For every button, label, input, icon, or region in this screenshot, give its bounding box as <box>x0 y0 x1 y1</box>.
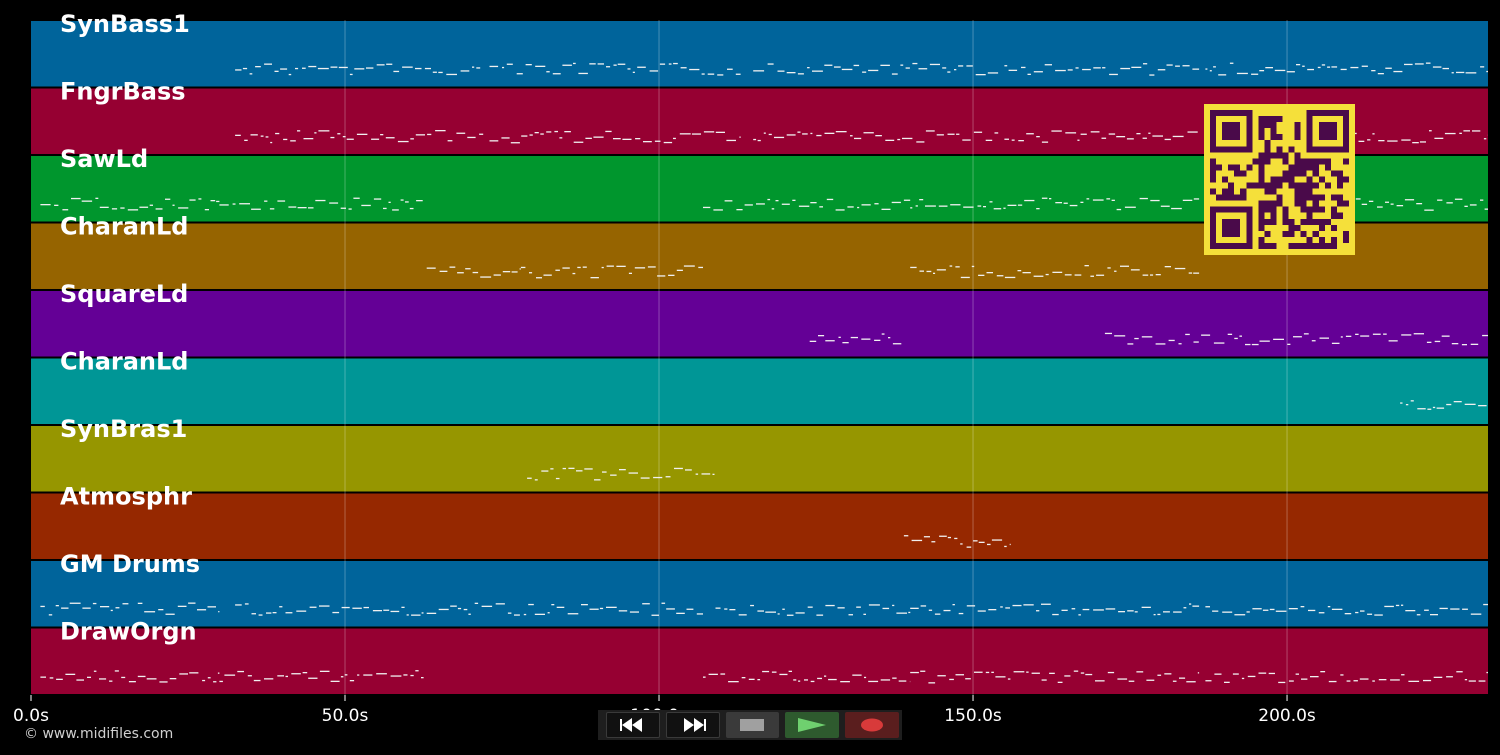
note-segment <box>489 62 741 76</box>
note-segment <box>235 130 484 144</box>
note-segment <box>520 265 703 279</box>
note-segment <box>910 603 1200 616</box>
transport-controls <box>598 710 902 740</box>
note-segment <box>910 265 1200 279</box>
x-tick-label: 150.0s <box>944 706 1002 726</box>
note-segment <box>809 333 902 345</box>
record-icon <box>861 718 884 732</box>
note-segment <box>910 670 1200 684</box>
note-segment <box>40 602 129 616</box>
note-segment <box>1004 63 1200 76</box>
note-segment <box>753 130 999 143</box>
note-segment <box>137 602 220 615</box>
track-label: CharanLd <box>60 213 188 241</box>
track-label: SynBras1 <box>60 415 187 443</box>
x-tick-label: 200.0s <box>1258 706 1316 726</box>
note-segment <box>527 467 715 481</box>
note-segment <box>40 197 220 211</box>
note-segment <box>703 670 911 683</box>
stop-icon <box>740 719 765 731</box>
play-button[interactable] <box>785 712 840 738</box>
note-segment <box>910 197 1200 211</box>
track-band <box>31 21 1488 87</box>
track-label: SquareLd <box>60 280 188 308</box>
track-band <box>31 426 1488 492</box>
track-label: CharanLd <box>60 348 188 376</box>
note-segment <box>426 602 703 616</box>
track-label: SawLd <box>60 145 148 173</box>
track-label: Atmosphr <box>60 483 192 511</box>
note-segment <box>235 603 424 616</box>
track-band <box>31 561 1488 627</box>
note-segment <box>235 63 481 76</box>
note-segment <box>1205 603 1488 616</box>
note-segment <box>753 62 999 76</box>
note-segment <box>1104 332 1488 346</box>
note-segment <box>903 535 1011 548</box>
stop-button[interactable] <box>725 712 780 738</box>
copyright-text: © www.midifiles.com <box>24 726 174 742</box>
track-band <box>31 493 1488 559</box>
track-label: GM Drums <box>60 550 200 578</box>
record-button[interactable] <box>845 712 899 738</box>
play-icon <box>798 718 827 732</box>
rewind-button[interactable] <box>606 712 660 738</box>
note-segment <box>1205 671 1488 684</box>
track-band <box>31 291 1488 357</box>
note-segment <box>715 604 911 616</box>
note-segment <box>703 198 911 211</box>
track-band <box>31 628 1488 694</box>
note-segment <box>426 266 521 278</box>
note-segment <box>219 670 424 683</box>
track-label: SynBass1 <box>60 10 190 38</box>
x-tick-label: 0.0s <box>13 706 49 726</box>
track-label: DrawOrgn <box>60 618 197 646</box>
x-tick-label: 50.0s <box>322 706 369 726</box>
track-label: FngrBass <box>60 78 186 106</box>
rewind-icon <box>619 718 642 732</box>
note-segment <box>219 197 423 211</box>
note-segment <box>489 130 741 144</box>
fast-forward-button[interactable] <box>665 712 720 738</box>
note-segment <box>1400 400 1487 410</box>
note-segment <box>40 670 220 683</box>
note-segment <box>1004 130 1198 143</box>
note-segment <box>1205 62 1488 76</box>
qr-code-image <box>1204 104 1355 255</box>
track-band <box>31 358 1488 424</box>
fast-forward-icon <box>683 718 706 732</box>
